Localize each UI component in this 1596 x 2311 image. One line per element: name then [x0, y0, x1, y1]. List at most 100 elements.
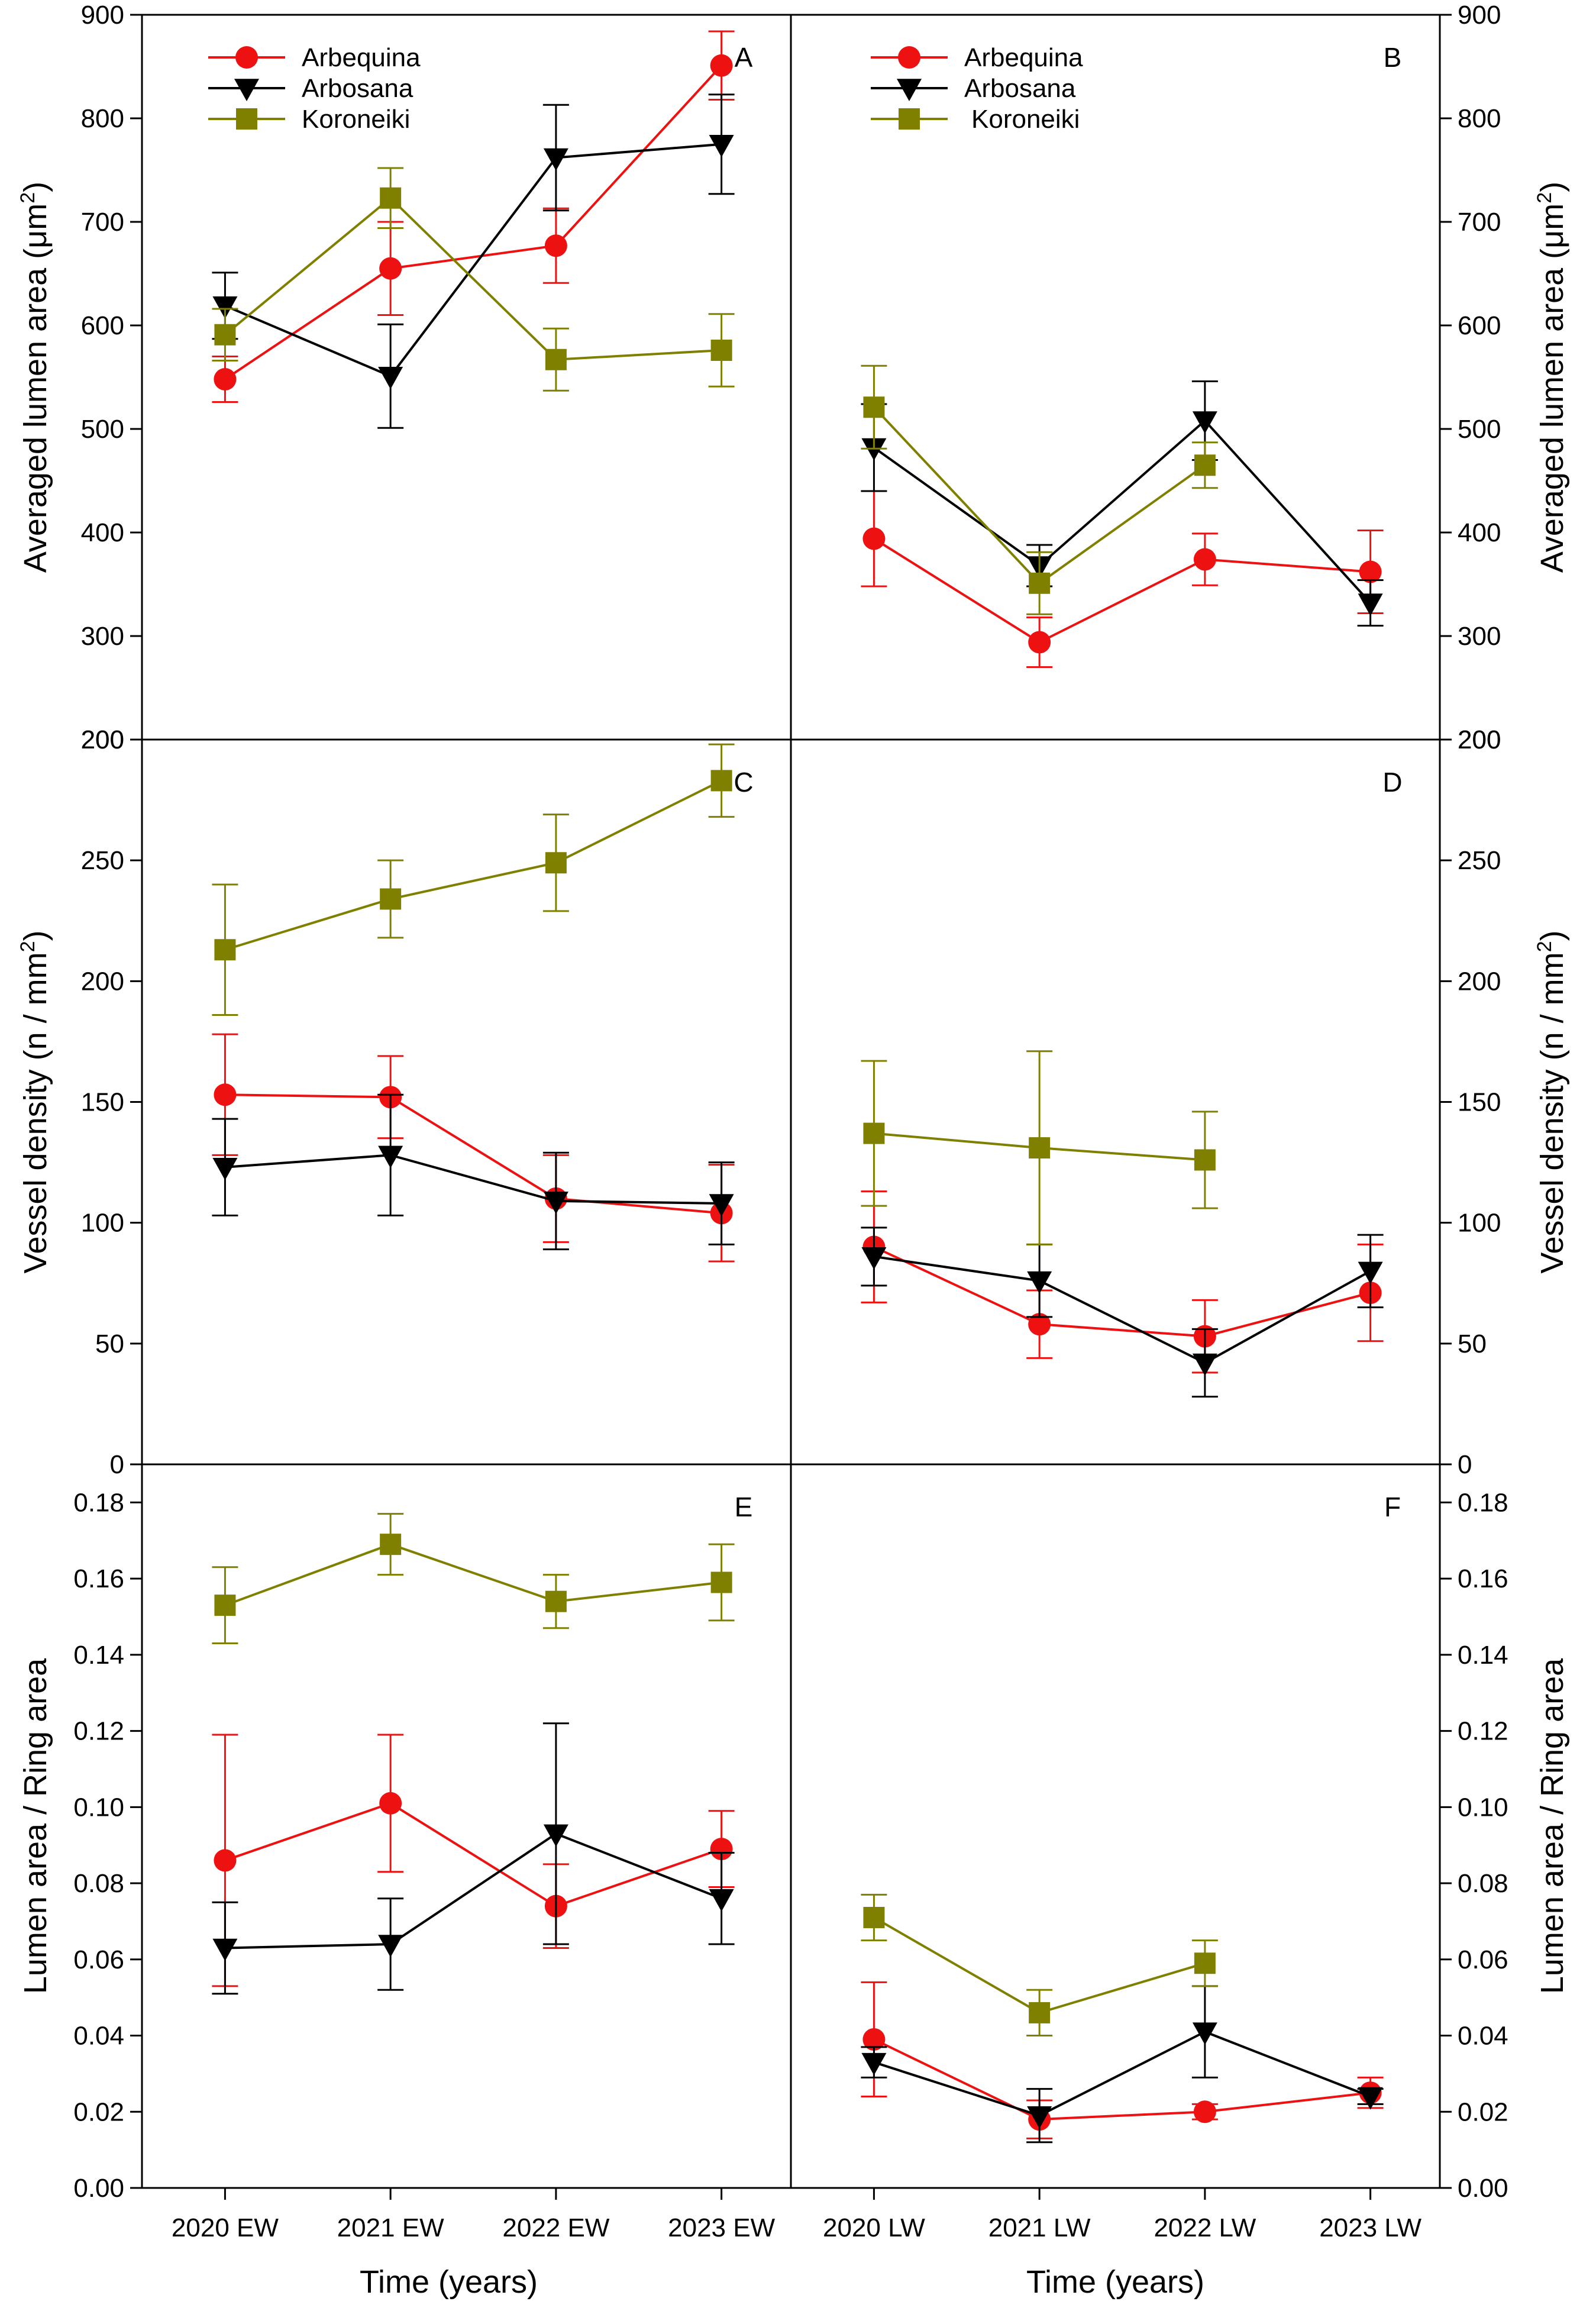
y-tick-label: 700: [81, 208, 124, 237]
y-tick-label: 100: [81, 1209, 124, 1238]
data-point: [379, 257, 402, 280]
data-point: [863, 1122, 885, 1144]
panel-letter-C: C: [734, 767, 753, 798]
y-tick-label: 100: [1458, 1209, 1501, 1238]
y-axis-title-part: Averaged lumen area (μm: [18, 204, 53, 573]
series-arbosana-C: [212, 1093, 735, 1251]
data-point: [709, 1889, 734, 1912]
data-point: [863, 396, 885, 418]
y-axis-title-sup: 2: [1533, 192, 1556, 204]
x-tick-label: 2022 EW: [502, 2213, 609, 2242]
y-tick-label: 0.12: [73, 1717, 124, 1746]
data-point: [861, 1247, 887, 1270]
series-line: [224, 196, 722, 361]
y-axis-title-part: ): [1534, 182, 1570, 192]
data-point: [1029, 2002, 1051, 2023]
data-point: [212, 296, 238, 319]
y-axis-title-sup: 2: [17, 192, 39, 204]
y-axis-title: Lumen area / Ring area: [1534, 1658, 1570, 1994]
data-point: [214, 1849, 237, 1872]
y-axis-title-part: ): [18, 930, 53, 941]
y-tick-label: 250: [81, 846, 124, 875]
y-tick-label: 50: [1458, 1329, 1487, 1358]
x-tick-label: 2020 LW: [823, 2213, 925, 2242]
y-tick-label: 200: [81, 725, 124, 754]
y-tick-label: 800: [81, 104, 124, 133]
series-arbosana-B: [861, 380, 1384, 627]
y-axis-title-part: Averaged lumen area (μm: [1534, 204, 1570, 573]
x-tick-label: 2020 EW: [172, 2213, 279, 2242]
data-point: [545, 852, 567, 874]
y-tick-label: 300: [81, 622, 124, 651]
data-point: [863, 1906, 885, 1928]
data-point: [1194, 1149, 1216, 1171]
data-point: [545, 348, 567, 370]
y-tick-label: 200: [1458, 725, 1501, 754]
series-koroneiki-E: [212, 1513, 735, 1645]
data-point: [543, 1824, 568, 1847]
y-tick-label: 0.08: [1458, 1869, 1508, 1898]
series-arbosana-F: [861, 1985, 1384, 2144]
panel-letter-F: F: [1384, 1492, 1401, 1522]
y-tick-label: 0.18: [1458, 1488, 1508, 1517]
data-point: [1192, 2022, 1217, 2045]
ticks-panel-E: 0.00 0.02 0.04 0.06 0.08 0.10 0.12 0.14 0.16 0.18…: [73, 1488, 775, 2242]
ticks-panel-A: 200 300 400 500 600 700 800 900: [81, 1, 142, 754]
series-arbosana-A: [212, 93, 735, 429]
y-tick-label: 0.04: [1458, 2022, 1508, 2051]
y-tick-label: 900: [81, 1, 124, 30]
data-point: [379, 1792, 402, 1815]
data-point: [862, 2028, 886, 2051]
data-point: [543, 1192, 568, 1214]
series-line: [224, 143, 722, 378]
series-line: [873, 1245, 1371, 1338]
y-tick-label: 150: [81, 1088, 124, 1117]
ticks-panel-F: 0.00 0.02 0.04 0.06 0.08 0.10 0.12 0.14 0.16 0.18…: [823, 1488, 1508, 2242]
y-tick-label: 500: [1458, 415, 1501, 444]
x-tick-label: 2022 LW: [1154, 2213, 1256, 2242]
series-arbequina-D: [861, 1190, 1384, 1374]
legend-label: Koroneiki: [302, 105, 410, 134]
y-tick-label: 300: [1458, 622, 1501, 651]
data-point: [543, 148, 568, 171]
legend-label: Koroneiki: [971, 105, 1080, 134]
y-axis-title-part: ): [1534, 930, 1570, 941]
data-point: [1027, 1271, 1052, 1294]
data-point: [1359, 560, 1382, 583]
data-point: [1193, 2100, 1216, 2123]
ticks-panel-C: 0 50 100 150 200 250 200: [81, 725, 142, 1479]
y-tick-label: 900: [1458, 1, 1501, 30]
data-point: [214, 368, 237, 390]
series-line: [224, 64, 723, 380]
data-point: [1358, 2087, 1383, 2110]
panel-letter-E: E: [735, 1492, 753, 1522]
x-tick-label: 2023 EW: [668, 2213, 775, 2242]
series-line: [225, 1154, 722, 1205]
y-tick-label: 0.00: [1458, 2174, 1508, 2203]
legend-marker: [898, 46, 920, 69]
data-point: [1029, 572, 1051, 594]
y-tick-label: 400: [1458, 518, 1501, 547]
series-koroneiki-A: [212, 167, 735, 392]
data-point: [710, 770, 732, 792]
series-arbequina-F: [861, 1981, 1384, 2139]
x-tick-label: 2021 EW: [337, 2213, 444, 2242]
y-axis-title-part: Vessel density (n / mm: [1534, 952, 1570, 1273]
data-point: [214, 939, 236, 961]
y-axis-title-part: ): [18, 182, 53, 192]
series-arbequina-A: [212, 30, 735, 403]
y-tick-label: 200: [81, 725, 124, 754]
data-point: [1358, 593, 1383, 617]
ticks-panel-D: 0 50 100 150 200 250 200: [1440, 725, 1501, 1479]
y-axis-title-part: Vessel density (n / mm: [18, 952, 53, 1273]
y-tick-label: 0.14: [1458, 1641, 1508, 1670]
panel-letter-D: D: [1382, 767, 1402, 798]
legend-label: Arbequina: [302, 43, 421, 72]
series-line: [873, 2038, 1371, 2121]
data-point: [1028, 631, 1051, 654]
data-point: [1028, 1313, 1051, 1336]
data-point: [544, 234, 567, 257]
series-line: [225, 1093, 722, 1215]
y-tick-label: 200: [1458, 967, 1501, 996]
